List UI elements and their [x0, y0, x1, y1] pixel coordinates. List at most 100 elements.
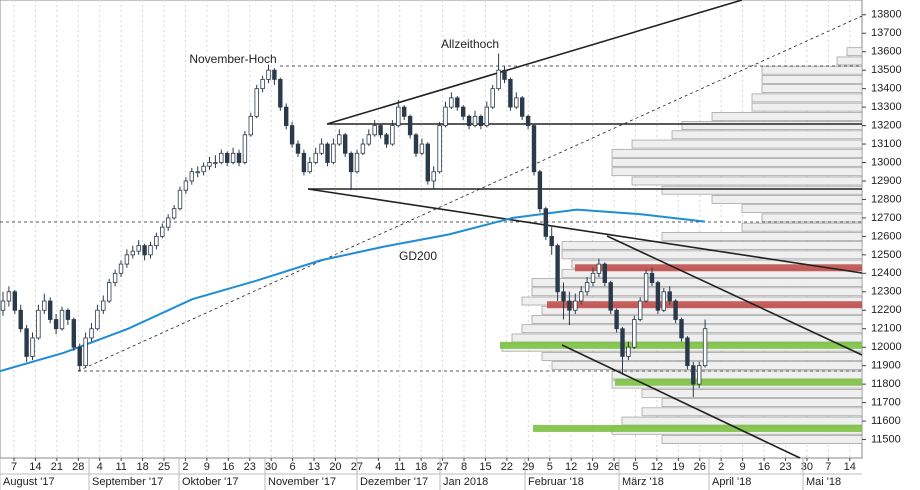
profile-bar — [641, 407, 863, 417]
month-label: Februar '18 — [528, 476, 584, 488]
candle-body — [466, 115, 472, 126]
y-tick-label: 12900 — [871, 175, 902, 187]
candle-body — [24, 328, 29, 357]
profile-bar — [631, 176, 863, 186]
candle-body — [272, 69, 277, 80]
candle-body — [6, 291, 12, 302]
x-tick-label: 5 — [547, 461, 553, 473]
candle-body — [460, 106, 466, 117]
candle-body — [165, 217, 171, 228]
candle-body — [36, 309, 41, 339]
profile-bar — [661, 398, 863, 407]
profile-bar — [631, 139, 863, 149]
profile-bar — [846, 47, 863, 57]
candle-body — [579, 291, 584, 302]
candle-body — [278, 79, 283, 108]
candle-body — [112, 272, 118, 283]
candle-body — [537, 171, 543, 210]
y-tick-label: 12700 — [871, 212, 902, 224]
candle-body — [42, 300, 47, 311]
x-tick-label: 19 — [672, 461, 684, 473]
x-tick-label: 7 — [825, 461, 831, 473]
profile-bar — [661, 185, 863, 195]
candle-body — [331, 143, 336, 163]
candle-body — [508, 79, 513, 108]
candle-body — [490, 88, 495, 108]
candle-body — [266, 69, 271, 80]
y-tick-label: 13200 — [871, 119, 902, 131]
candle-body — [632, 319, 637, 348]
candle-body — [378, 125, 383, 136]
candle-body — [449, 97, 454, 108]
x-tick-label: 13 — [308, 461, 320, 473]
x-tick-label: 26 — [608, 461, 620, 473]
candle-body — [649, 272, 655, 283]
profile-bar — [621, 416, 863, 426]
candle-body — [189, 171, 194, 182]
candle-body — [248, 115, 253, 136]
profile-bar — [761, 75, 863, 84]
x-tick-label: 18 — [415, 461, 427, 473]
candle-body — [65, 309, 71, 320]
x-tick-label: 30 — [265, 461, 277, 473]
candle-body — [425, 143, 430, 182]
candle-body — [337, 134, 342, 145]
candle-body — [549, 235, 554, 247]
candle-body — [219, 152, 224, 163]
y-tick-label: 12600 — [871, 230, 902, 242]
candle-body — [289, 125, 295, 145]
profile-bar — [761, 213, 863, 223]
profile-bar — [711, 111, 863, 121]
candle-body — [77, 346, 82, 367]
candle-body — [590, 272, 596, 283]
y-tick-label: 12300 — [871, 286, 902, 298]
x-tick-label: 28 — [72, 461, 84, 473]
profile-bar — [561, 241, 863, 250]
x-tick-label: 12 — [565, 461, 577, 473]
y-tick-label: 11500 — [871, 433, 901, 445]
candle-body — [254, 88, 259, 117]
candle-body — [608, 282, 613, 311]
candle-body — [661, 291, 666, 311]
profile-bar — [611, 158, 863, 167]
trend-line — [606, 235, 863, 356]
candle-body — [183, 180, 189, 191]
candle-body — [407, 115, 413, 136]
y-tick-label: 13500 — [871, 64, 902, 76]
x-tick-label: 23 — [244, 461, 256, 473]
candle-body — [614, 309, 619, 330]
candle-body — [325, 143, 330, 163]
candle-body — [372, 125, 377, 136]
candle-body — [95, 309, 100, 330]
candle-body — [295, 143, 301, 154]
candle-body — [118, 263, 124, 274]
candle-body — [413, 134, 419, 154]
candle-body — [301, 152, 307, 173]
zone — [533, 424, 862, 432]
y-tick-label: 13400 — [871, 83, 902, 95]
candle-body — [260, 79, 265, 90]
candle-body — [101, 300, 106, 311]
candle-body — [626, 346, 631, 357]
x-tick-label: 9 — [204, 461, 210, 473]
x-tick-label: 16 — [758, 461, 770, 473]
candle-body — [455, 97, 460, 108]
y-tick-label: 11600 — [871, 415, 901, 427]
candle-body — [354, 152, 360, 173]
month-label: Jan 2018 — [443, 476, 488, 488]
trend-line — [326, 0, 743, 125]
profile-bar — [741, 222, 863, 232]
x-tick-label: 15 — [479, 461, 491, 473]
candle-body — [12, 291, 17, 311]
profile-bar — [711, 195, 863, 204]
y-tick-label: 12400 — [871, 267, 902, 279]
candle-body — [496, 69, 501, 90]
candle-body — [154, 235, 159, 247]
candle-body — [396, 106, 401, 126]
candle-body — [230, 152, 236, 163]
profile-bar — [611, 167, 863, 177]
x-tick-label: 4 — [97, 461, 103, 473]
y-tick-label: 11900 — [871, 360, 901, 372]
x-tick-label: 2 — [182, 461, 188, 473]
candle-body — [697, 365, 702, 385]
